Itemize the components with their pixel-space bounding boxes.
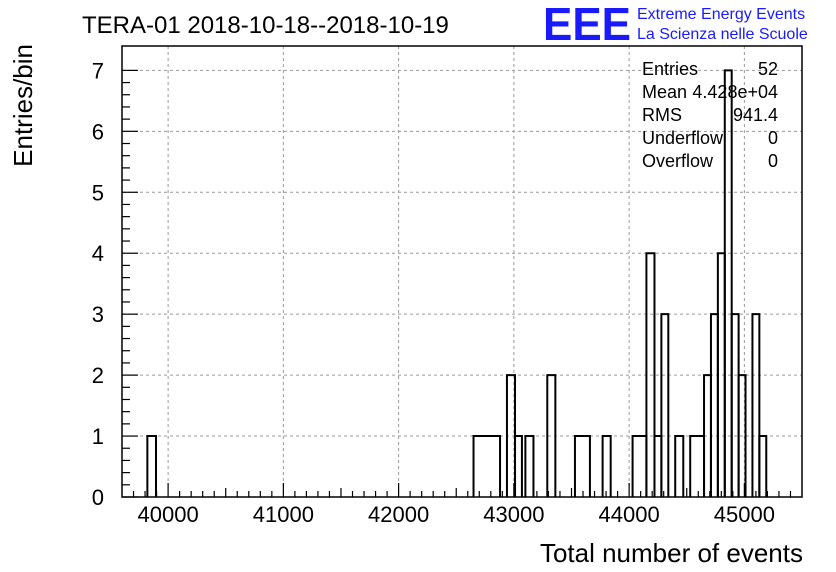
histogram-bin [146, 435, 157, 497]
histogram-bin [573, 435, 591, 497]
x-tick-label: 41000 [253, 502, 314, 527]
y-tick-label: 1 [92, 424, 104, 449]
stat-value: 4.428e+04 [692, 82, 778, 102]
stat-label: Entries [642, 59, 698, 79]
x-tick-label: 44000 [599, 502, 660, 527]
histogram-bin [601, 435, 612, 497]
eee-logo-mark: EEE [543, 0, 631, 50]
stat-value: 941.4 [733, 105, 778, 125]
axes [121, 45, 803, 498]
y-tick-label: 6 [92, 119, 104, 144]
x-tick-label: 40000 [138, 502, 199, 527]
histogram-bin [660, 313, 670, 497]
y-axis-label: Entries/bin [8, 44, 38, 167]
x-tick-label: 45000 [714, 502, 775, 527]
stat-value: 0 [768, 151, 778, 171]
histogram-bin [758, 435, 768, 497]
y-tick-label: 0 [92, 485, 104, 510]
stat-value: 52 [758, 59, 778, 79]
x-tick-label: 42000 [368, 502, 429, 527]
histogram-bin [751, 313, 761, 497]
y-tick-label: 3 [92, 302, 104, 327]
histogram-bin [524, 435, 535, 497]
y-tick-label: 5 [92, 180, 104, 205]
grid [122, 46, 802, 497]
y-tick-label: 2 [92, 363, 104, 388]
logo-line-1: Extreme Energy Events [637, 6, 805, 23]
histogram-bin [546, 374, 557, 497]
plot-frame [121, 45, 803, 498]
stat-label: RMS [642, 105, 682, 125]
stats-box: Entries 52 Mean 4.428e+04 RMS 941.4 Underflow 0… [642, 59, 778, 171]
histogram-bin [631, 435, 648, 497]
logo-line-2: La Scienza nelle Scuole [637, 26, 808, 43]
stat-label: Overflow [642, 151, 714, 171]
stat-label: Mean [642, 82, 687, 102]
histogram-bin [514, 435, 523, 497]
histogram-bin [737, 374, 747, 497]
histogram-bin [472, 435, 502, 497]
y-tick-label: 4 [92, 241, 104, 266]
histogram-bin [709, 313, 719, 497]
y-tick-label: 7 [92, 58, 104, 83]
x-tick-label: 43000 [483, 502, 544, 527]
y-axis-ticks: 0 1 2 3 4 5 6 7 [92, 58, 138, 510]
histogram-bins [146, 69, 768, 497]
histogram-bin [674, 435, 685, 497]
eee-logo: EEE Extreme Energy Events La Scienza nel… [543, 0, 808, 50]
stat-value: 0 [768, 128, 778, 148]
x-axis-label: Total number of events [540, 538, 803, 568]
stat-label: Underflow [642, 128, 724, 148]
histogram-bin [653, 435, 663, 497]
histogram-bin [645, 252, 656, 497]
histogram-bin [730, 313, 740, 497]
x-axis-ticks: 40000 41000 42000 43000 44000 45000 [132, 483, 792, 527]
histogram-bin [689, 435, 706, 497]
histogram-bin [723, 69, 733, 497]
chart-title: TERA-01 2018-10-18--2018-10-19 [82, 12, 449, 39]
